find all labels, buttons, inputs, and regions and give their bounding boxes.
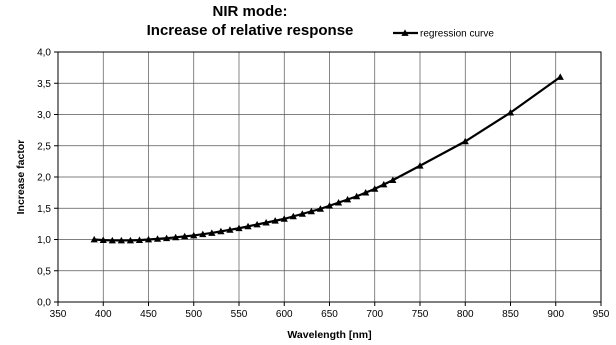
data-point [280, 215, 288, 222]
data-point [90, 235, 98, 243]
data-point [208, 229, 216, 236]
data-point [153, 235, 162, 242]
y-tick-label: 2,5 [37, 141, 51, 152]
data-point [226, 226, 234, 233]
data-point [389, 176, 397, 184]
data-point [199, 230, 207, 238]
x-tick-label: 850 [502, 309, 519, 320]
data-point [316, 205, 325, 212]
data-point [506, 109, 515, 116]
data-point [190, 231, 198, 239]
data-point [416, 162, 424, 169]
data-point [172, 233, 180, 241]
x-tick-label: 700 [366, 309, 383, 320]
data-point [298, 210, 306, 217]
x-tick-label: 500 [185, 309, 202, 320]
x-tick-label: 550 [231, 309, 248, 320]
data-point [262, 219, 270, 226]
data-point [556, 73, 564, 80]
y-axis-label: Increase factor [15, 140, 27, 215]
y-tick-label: 3,5 [37, 79, 51, 90]
x-tick-label: 800 [457, 309, 474, 320]
data-point [271, 217, 279, 224]
x-tick-label: 450 [140, 309, 157, 320]
series-line [94, 76, 561, 242]
data-point [135, 236, 144, 244]
data-point [371, 185, 379, 192]
data-point [217, 227, 225, 235]
data-point [163, 234, 171, 242]
data-point [144, 235, 153, 243]
data-point [244, 222, 252, 230]
y-tick-label: 1,0 [37, 235, 51, 246]
y-tick-label: 4,0 [37, 48, 51, 59]
legend-marker [401, 29, 409, 36]
data-point [325, 202, 334, 209]
x-tick-label: 950 [593, 309, 610, 320]
data-point [362, 189, 370, 196]
chart-title-line1: NIR mode: [212, 3, 288, 20]
data-point [289, 212, 297, 220]
legend: regression curve [393, 29, 494, 40]
data-point [99, 236, 107, 244]
y-tick-label: 1,5 [37, 204, 51, 215]
legend-label: regression curve [420, 29, 494, 40]
data-point [461, 137, 469, 145]
y-tick-labels: 0,0 0,5 1,0 1,5 2,0 2,5 3,0 3,5 4,0 [37, 48, 58, 309]
data-point [344, 195, 352, 203]
data-point [181, 232, 189, 240]
grid [57, 51, 602, 303]
x-tick-label: 750 [412, 309, 429, 320]
y-tick-label: 3,0 [37, 110, 51, 121]
x-tick-label: 600 [276, 309, 293, 320]
x-tick-labels: 350 400 450 500 550 600 650 700 750 800 850 900 950 [50, 302, 610, 320]
series-regression-curve [90, 73, 564, 244]
x-tick-label: 900 [547, 309, 564, 320]
x-tick-label: 650 [321, 309, 338, 320]
chart-title-line2: Increase of relative response [146, 22, 354, 39]
x-tick-label: 350 [50, 309, 67, 320]
y-tick-label: 0,0 [37, 298, 51, 309]
data-point [126, 236, 134, 244]
data-point [334, 199, 343, 206]
data-point [253, 220, 261, 228]
data-point [380, 180, 388, 188]
data-point [307, 207, 315, 215]
y-tick-label: 2,0 [37, 173, 51, 184]
data-point [117, 236, 125, 244]
data-point [235, 224, 243, 232]
x-axis-label: Wavelength [nm] [287, 329, 371, 341]
y-tick-label: 0,5 [37, 266, 51, 277]
data-point [108, 236, 116, 244]
x-tick-label: 400 [95, 309, 112, 320]
data-point [353, 192, 361, 200]
